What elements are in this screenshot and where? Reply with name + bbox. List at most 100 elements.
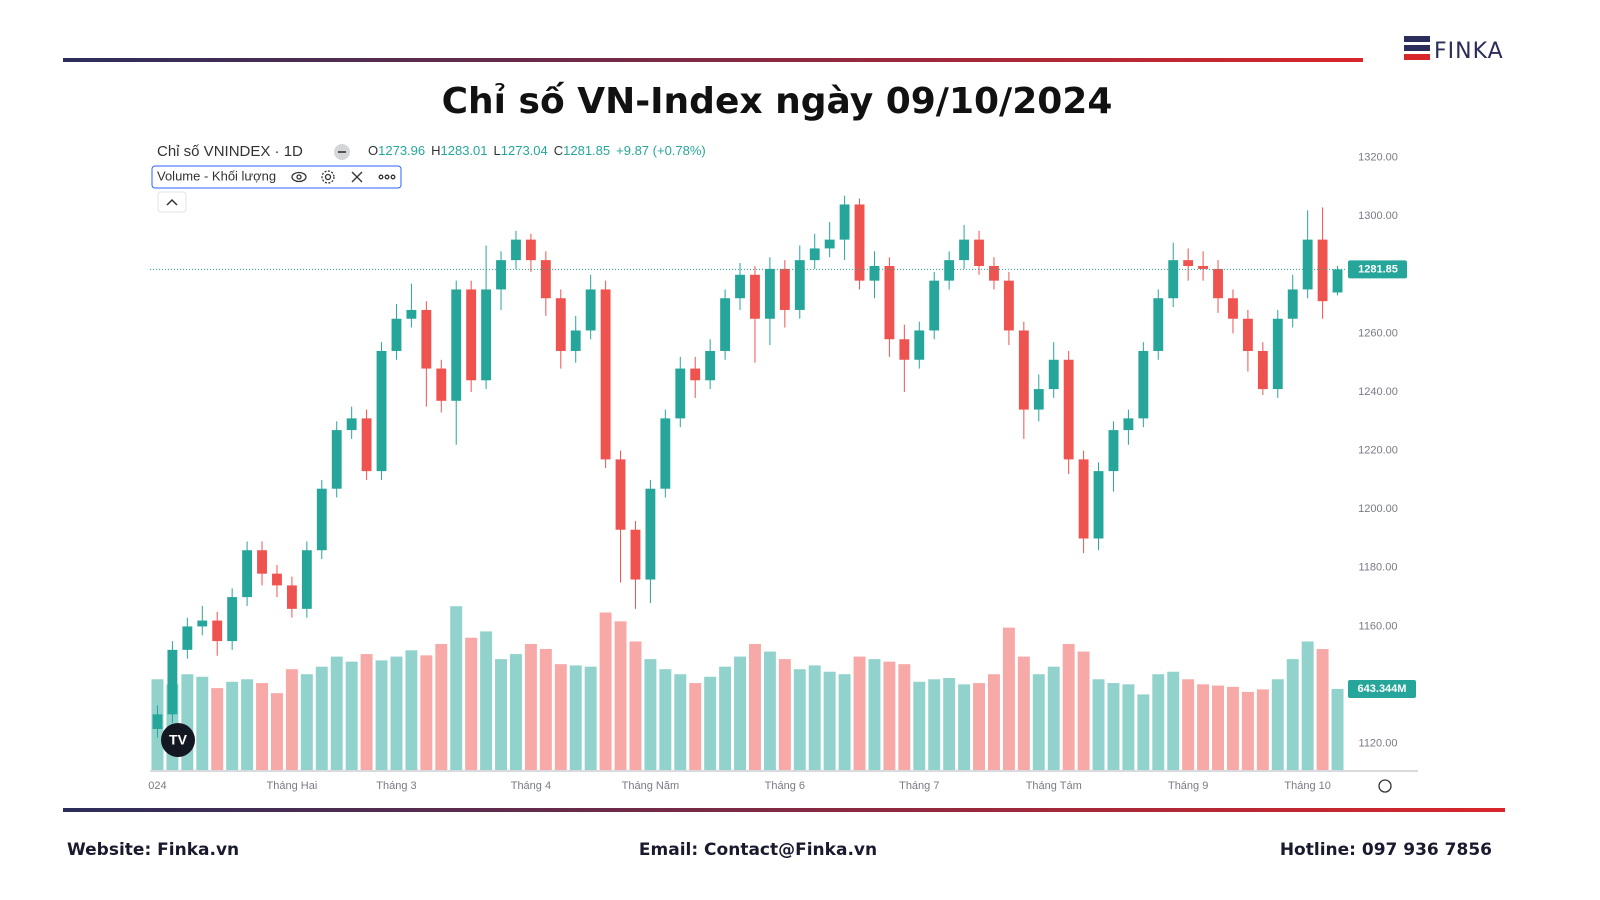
volume-bar xyxy=(241,679,254,770)
candle-body xyxy=(1228,298,1238,319)
candle-body xyxy=(406,309,417,319)
volume-bar xyxy=(480,631,493,770)
candle-body xyxy=(794,260,805,310)
candle-body xyxy=(1018,330,1029,410)
volume-bar xyxy=(1256,689,1269,770)
volume-bar xyxy=(405,650,418,770)
y-tick-label: 1320.00 xyxy=(1358,151,1398,163)
volume-bar xyxy=(315,666,328,770)
candle-body xyxy=(1123,418,1134,431)
x-tick-label: Tháng 3 xyxy=(376,780,416,792)
y-tick-label: 1220.00 xyxy=(1358,445,1398,457)
volume-bar xyxy=(256,683,269,770)
volume-bar xyxy=(763,651,776,770)
volume-bar xyxy=(868,659,881,770)
candle-body xyxy=(1213,268,1223,299)
volume-bar xyxy=(1226,686,1239,770)
volume-bar xyxy=(1286,659,1299,770)
volume-bar xyxy=(1017,656,1030,770)
volume-bar xyxy=(1331,688,1344,770)
y-tick-label: 1120.00 xyxy=(1359,738,1398,750)
volume-bar xyxy=(270,693,283,770)
volume-bar xyxy=(614,621,627,770)
candle-body xyxy=(690,368,701,381)
candle-body xyxy=(525,239,536,261)
candle-body xyxy=(346,418,357,431)
candle-body xyxy=(197,620,208,627)
volume-bar xyxy=(539,649,552,770)
volume-bar xyxy=(793,669,806,770)
volume-bar xyxy=(1241,691,1254,770)
candle-body xyxy=(481,289,492,381)
footer-website: Website: Finka.vn xyxy=(67,840,239,860)
settings-icon[interactable] xyxy=(1378,779,1392,793)
volume-bar xyxy=(554,664,567,770)
candle-body xyxy=(316,488,327,551)
volume-bar xyxy=(1316,649,1329,770)
volume-bar xyxy=(435,644,448,770)
volume-bar xyxy=(1137,694,1150,770)
volume-bar xyxy=(1152,674,1165,770)
volume-bar xyxy=(569,665,582,770)
candle-body xyxy=(944,260,955,281)
symbol-label: Chỉ số VNINDEX · 1D xyxy=(157,143,303,160)
volume-bar xyxy=(509,654,522,770)
candle-body xyxy=(1033,389,1044,410)
candle-body xyxy=(779,268,790,310)
volume-bar xyxy=(674,674,687,770)
candle-body xyxy=(1287,289,1298,319)
last-volume-label: 643.344M xyxy=(1358,683,1407,695)
y-tick-label: 1160.00 xyxy=(1359,620,1398,632)
volume-bar xyxy=(196,676,209,770)
candle-body xyxy=(1048,359,1059,390)
candle-body xyxy=(869,266,880,281)
candle-body xyxy=(1317,239,1328,302)
y-tick-label: 1300.00 xyxy=(1358,210,1398,222)
volume-bar xyxy=(285,669,298,770)
volume-bar xyxy=(211,688,224,770)
collapse-button[interactable] xyxy=(157,191,187,213)
volume-bar xyxy=(958,684,971,770)
volume-bar xyxy=(1122,684,1135,770)
candle-body xyxy=(1302,239,1313,290)
volume-bar xyxy=(1032,674,1045,770)
y-tick-label: 1260.00 xyxy=(1358,327,1398,339)
volume-bar xyxy=(853,656,866,770)
candle-body xyxy=(1093,471,1104,539)
candle-body xyxy=(182,626,193,650)
legend-icons[interactable] xyxy=(291,170,396,184)
x-tick-label: Tháng Tám xyxy=(1026,780,1082,792)
candle-body xyxy=(331,430,342,489)
candle-body xyxy=(660,418,671,489)
volume-bar xyxy=(1107,683,1120,770)
title: Chỉ số VN-Index ngày 09/10/2024 xyxy=(442,81,1113,122)
candle-body xyxy=(929,280,940,331)
candle-body xyxy=(720,298,731,351)
volume-legend-box[interactable] xyxy=(151,165,402,189)
candle-body xyxy=(242,550,253,598)
candle-body xyxy=(570,330,581,351)
x-tick-label: Tháng 7 xyxy=(899,780,939,792)
volume-bar xyxy=(1301,641,1314,770)
volume-bar xyxy=(987,674,1000,770)
candle-body xyxy=(286,585,297,609)
ohlc-value: 1283.01 xyxy=(441,143,488,158)
last-price-label: 1281.85 xyxy=(1358,263,1398,275)
x-tick-label: Tháng 9 xyxy=(1168,780,1208,792)
candle-body xyxy=(496,260,506,290)
footer-hotline: Hotline: 097 936 7856 xyxy=(1280,840,1492,860)
candle-body xyxy=(555,298,566,351)
logo-text: FINKA xyxy=(1434,39,1504,64)
volume-bar xyxy=(584,666,597,770)
x-tick-label: Tháng 4 xyxy=(511,780,551,792)
candle-body xyxy=(272,573,282,586)
candle-body xyxy=(959,239,970,261)
candle-body xyxy=(824,239,835,249)
candle-body xyxy=(212,620,223,642)
volume-bar xyxy=(1077,651,1090,770)
candle-body xyxy=(167,649,178,715)
candle-body xyxy=(301,550,312,609)
volume-bar xyxy=(330,656,343,770)
